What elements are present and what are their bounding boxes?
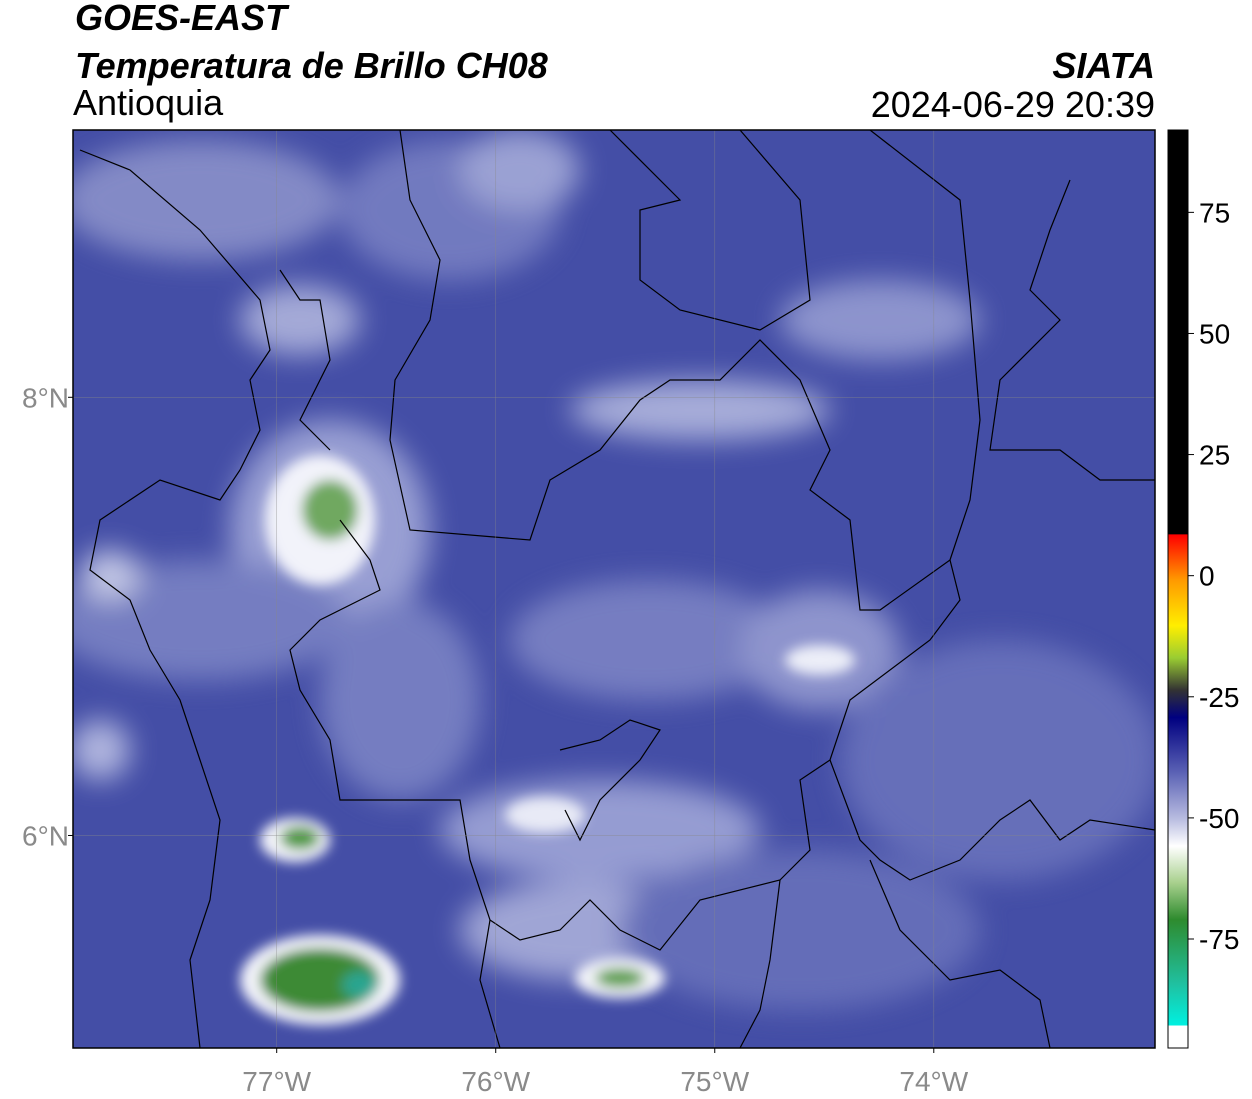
subtitle: Temperatura de Brillo CH08	[75, 45, 548, 86]
y-tick-label: 8°N	[22, 382, 69, 413]
y-tick-label: 6°N	[22, 820, 69, 851]
colorbar-tick-label: 75	[1199, 197, 1230, 228]
borders	[79, 130, 1155, 1048]
map-frame	[72, 129, 1156, 1049]
region: Antioquia	[73, 82, 224, 123]
satellite-image	[73, 130, 1155, 1048]
colorbar-tick-label: 0	[1199, 561, 1215, 592]
grid	[73, 130, 1155, 1048]
title: GOES-EAST	[75, 0, 290, 38]
timestamp: 2024-06-29 20:39	[871, 84, 1155, 125]
x-tick-label: 76°W	[461, 1066, 530, 1097]
x-tick-label: 74°W	[899, 1066, 968, 1097]
x-tick-label: 77°W	[242, 1066, 311, 1097]
x-tick-label: 75°W	[680, 1066, 749, 1097]
colorbar-tick-label: 50	[1199, 318, 1230, 349]
colorbar-tick-label: 25	[1199, 440, 1230, 471]
colorbar-tick-label: -50	[1199, 803, 1239, 834]
colorbar	[1167, 129, 1189, 1049]
colorbar-tick-label: -25	[1199, 682, 1239, 713]
colorbar-tick-label: -75	[1199, 924, 1239, 955]
source: SIATA	[1052, 45, 1155, 86]
